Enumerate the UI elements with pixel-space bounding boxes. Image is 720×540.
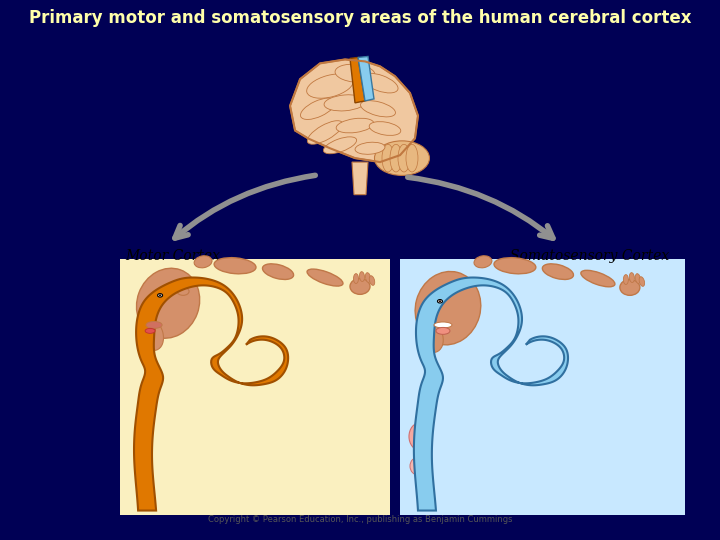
Ellipse shape <box>494 258 536 274</box>
Ellipse shape <box>145 328 155 333</box>
Ellipse shape <box>629 273 634 282</box>
Polygon shape <box>358 57 374 101</box>
Ellipse shape <box>335 64 375 82</box>
Ellipse shape <box>140 319 163 350</box>
Polygon shape <box>400 259 685 516</box>
Polygon shape <box>134 278 288 510</box>
Ellipse shape <box>307 74 354 98</box>
Ellipse shape <box>382 144 394 172</box>
Ellipse shape <box>361 100 395 117</box>
Ellipse shape <box>436 327 450 334</box>
Ellipse shape <box>362 73 398 93</box>
Ellipse shape <box>307 269 343 286</box>
Ellipse shape <box>159 294 161 296</box>
Ellipse shape <box>635 274 641 284</box>
Ellipse shape <box>137 268 199 338</box>
Ellipse shape <box>410 457 426 475</box>
Polygon shape <box>352 162 368 194</box>
Ellipse shape <box>323 137 356 154</box>
Ellipse shape <box>438 300 443 303</box>
Ellipse shape <box>406 144 418 172</box>
Text: Somatosensory Cortex: Somatosensory Cortex <box>510 249 669 263</box>
Ellipse shape <box>336 118 374 133</box>
Polygon shape <box>120 259 390 516</box>
Ellipse shape <box>581 271 615 287</box>
Ellipse shape <box>398 144 410 172</box>
Ellipse shape <box>639 276 644 286</box>
Ellipse shape <box>307 121 343 144</box>
Ellipse shape <box>177 287 189 295</box>
Ellipse shape <box>214 258 256 274</box>
Ellipse shape <box>390 144 402 172</box>
Ellipse shape <box>620 280 640 295</box>
Ellipse shape <box>415 272 481 345</box>
Text: Copyright © Pearson Education, Inc., publishing as Benjamin Cummings: Copyright © Pearson Education, Inc., pub… <box>208 515 512 524</box>
Ellipse shape <box>420 323 444 353</box>
Ellipse shape <box>263 264 294 280</box>
Ellipse shape <box>365 273 371 282</box>
Ellipse shape <box>359 272 364 281</box>
Polygon shape <box>290 59 418 162</box>
Text: Motor Cortex: Motor Cortex <box>125 249 220 263</box>
Ellipse shape <box>409 423 431 450</box>
Ellipse shape <box>146 321 162 328</box>
Ellipse shape <box>350 279 370 294</box>
Polygon shape <box>414 278 568 510</box>
Ellipse shape <box>369 122 401 136</box>
Ellipse shape <box>300 98 336 119</box>
Ellipse shape <box>542 264 573 280</box>
Ellipse shape <box>354 274 359 284</box>
Ellipse shape <box>374 141 429 176</box>
Ellipse shape <box>434 322 452 328</box>
Ellipse shape <box>474 256 492 268</box>
Ellipse shape <box>158 294 163 297</box>
Ellipse shape <box>355 142 385 154</box>
Ellipse shape <box>194 256 212 268</box>
Polygon shape <box>350 57 365 103</box>
Ellipse shape <box>438 300 441 302</box>
Ellipse shape <box>369 276 374 285</box>
Ellipse shape <box>324 95 366 111</box>
Text: Primary motor and somatosensory areas of the human cerebral cortex: Primary motor and somatosensory areas of… <box>29 9 691 26</box>
Ellipse shape <box>624 275 629 285</box>
